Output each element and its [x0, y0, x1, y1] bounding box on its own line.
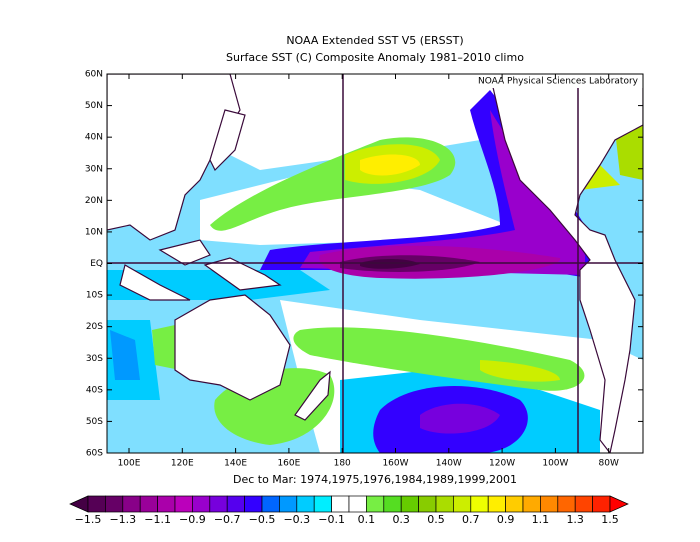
- colorbar-box: [557, 495, 576, 513]
- colorbar-box: [157, 495, 176, 513]
- land-nz: [294, 370, 331, 421]
- colorbar-box: [209, 495, 228, 513]
- lon-label: 180: [334, 459, 351, 469]
- land-asia: [107, 74, 241, 241]
- lat-label: 40S: [86, 385, 103, 395]
- land-japan: [209, 109, 246, 172]
- colorbar-box: [244, 495, 263, 513]
- lon-label: 120E: [171, 459, 194, 469]
- lon-label: 80W: [599, 459, 619, 469]
- colorbar-box: [522, 495, 541, 513]
- credit: NOAA Physical Sciences Laboratory: [478, 77, 639, 87]
- colorbar-box: [418, 495, 437, 513]
- colorbar-box: [505, 495, 524, 513]
- colorbar-box: [366, 495, 385, 513]
- lat-label: 20N: [85, 196, 103, 206]
- lat-label: 50N: [85, 101, 103, 111]
- colorbar-box: [400, 495, 419, 513]
- lon-label: 100W: [542, 459, 568, 469]
- colorbar-box: [574, 495, 593, 513]
- lat-label: EQ: [90, 259, 103, 269]
- colorbar-label: 1.5: [601, 513, 619, 526]
- anomaly-yellow: [360, 154, 420, 176]
- colorbar-label: −1.1: [144, 513, 171, 526]
- colorbar-label: 1.1: [532, 513, 550, 526]
- lon-label: 100E: [118, 459, 141, 469]
- colorbar-box: [296, 495, 315, 513]
- anomaly-blue: [110, 330, 140, 380]
- lat-label: 30N: [85, 164, 103, 174]
- colorbar-box: [105, 495, 124, 513]
- lon-label: 140W: [436, 459, 462, 469]
- anomaly-green: [152, 325, 180, 370]
- colorbar-label: 1.3: [566, 513, 584, 526]
- lat-label: 40N: [85, 133, 103, 143]
- lat-label: 60N: [85, 70, 103, 80]
- colorbar-box: [122, 495, 141, 513]
- lat-label: 30S: [86, 354, 103, 364]
- colorbar-label: 0.9: [497, 513, 515, 526]
- lat-label: 60S: [86, 449, 103, 459]
- colorbar-arrow: [609, 495, 629, 513]
- land-australia: [174, 294, 291, 401]
- colorbar-box: [453, 495, 472, 513]
- colorbar-box: [383, 495, 402, 513]
- colorbar-box: [87, 495, 106, 513]
- anomaly-purple: [420, 403, 500, 434]
- axes: 60N 50N 40N 30N 20N 10N EQ 10S 20S 30S 40S 50S 60S 10…: [85, 70, 643, 469]
- colorbar-box: [174, 495, 193, 513]
- lat-label: 20S: [86, 322, 103, 332]
- colorbar-arrow: [69, 495, 89, 513]
- subtitle: Surface SST (C) Composite Anomaly 1981–2…: [226, 51, 524, 64]
- lat-label: 50S: [86, 417, 103, 427]
- colorbar-box: [435, 495, 454, 513]
- caption: Dec to Mar: 1974,1975,1976,1984,1989,199…: [233, 473, 517, 486]
- colorbar-box: [470, 495, 489, 513]
- colorbar-label: 0.5: [427, 513, 445, 526]
- colorbar-box: [313, 495, 332, 513]
- land-islands: [119, 239, 282, 301]
- colorbar-label: −1.5: [75, 513, 102, 526]
- colorbar-label: −0.7: [214, 513, 241, 526]
- colorbar-label: 0.7: [462, 513, 480, 526]
- lat-label: 10N: [85, 227, 103, 237]
- map: NOAA Physical Sciences Laboratory: [107, 74, 643, 453]
- anomaly-dark: [360, 258, 420, 269]
- colorbar-box: [192, 495, 211, 513]
- lon-label: 120W: [489, 459, 515, 469]
- title: NOAA Extended SST V5 (ERSST): [286, 34, 463, 47]
- lon-label: 140E: [224, 459, 247, 469]
- credit-box: [432, 74, 643, 88]
- lon-label: 160E: [277, 459, 300, 469]
- colorbar-label: 0.1: [358, 513, 376, 526]
- colorbar-box: [331, 495, 350, 513]
- colorbar-box: [279, 495, 298, 513]
- colorbar-label: −0.3: [283, 513, 310, 526]
- colorbar-box: [261, 495, 280, 513]
- lat-label: 10S: [86, 291, 103, 301]
- colorbar-label: 0.3: [392, 513, 410, 526]
- colorbar-box: [139, 495, 158, 513]
- anomaly-yellow: [480, 360, 560, 382]
- colorbar-box: [592, 495, 611, 513]
- colorbar: −1.5 −1.3 −1.1 −0.9 −0.7 −0.5 −0.3 −0.1 0.1 0.3 0.…: [69, 495, 629, 526]
- colorbar-label: −0.9: [179, 513, 206, 526]
- lon-label: 160W: [382, 459, 408, 469]
- colorbar-box: [487, 495, 506, 513]
- colorbar-box: [226, 495, 245, 513]
- colorbar-label: −0.1: [318, 513, 345, 526]
- colorbar-label: −1.3: [109, 513, 136, 526]
- colorbar-box: [348, 495, 367, 513]
- colorbar-label: −0.5: [249, 513, 276, 526]
- colorbar-box: [540, 495, 559, 513]
